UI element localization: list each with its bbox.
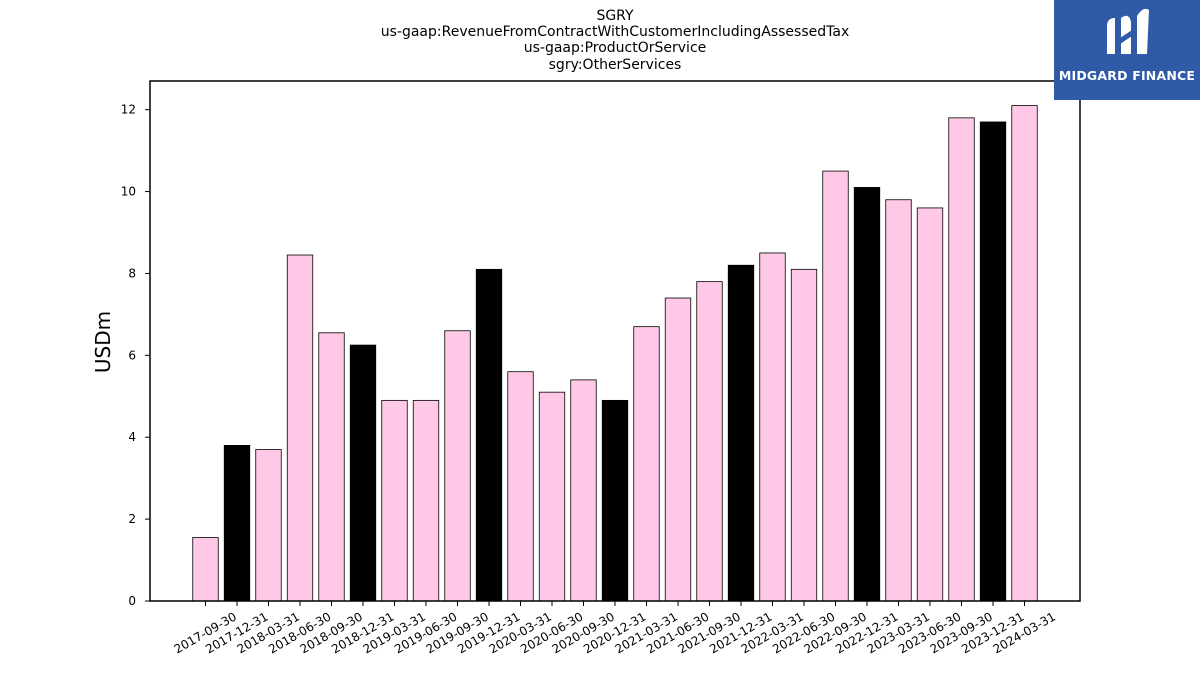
bar-2020-12-31 (601, 399, 629, 602)
y-tick-label: 4 (128, 430, 136, 444)
plot-frame (149, 80, 1081, 602)
midgard-finance-logo: MIDGARD FINANCE (1054, 0, 1200, 100)
y-axis: 0 2 4 6 8 10 12 (121, 103, 150, 608)
bar-2021-06-30 (664, 297, 692, 602)
logo-text: MIDGARD FINANCE (1058, 68, 1196, 83)
title-line-3: us-gaap:ProductOrService (524, 40, 707, 56)
bar-2022-12-31 (853, 187, 881, 602)
bar-2019-03-31 (381, 399, 408, 602)
title-line-4: sgry:OtherServices (549, 57, 682, 73)
bar-2023-09-30 (948, 117, 975, 602)
bar-2019-09-30 (444, 330, 471, 602)
bar-2024-03-31 (1011, 105, 1038, 602)
bars-group (192, 105, 1038, 602)
bar-2019-12-31 (475, 268, 503, 602)
bar-2023-03-31 (885, 199, 912, 602)
bar-2018-09-30 (318, 332, 345, 602)
chart-title: SGRY us-gaap:RevenueFromContractWithCust… (381, 8, 850, 73)
bar-2020-09-30 (570, 379, 597, 602)
bar-2022-06-30 (790, 268, 818, 602)
x-axis: 2017-09-302017-12-312018-03-312018-06-30… (172, 601, 1058, 656)
bar-2022-03-31 (759, 252, 786, 602)
bar-2018-12-31 (349, 344, 377, 602)
bar-2022-09-30 (822, 170, 849, 602)
bar-2021-12-31 (727, 264, 755, 602)
bar-2017-12-31 (223, 445, 251, 602)
bar-2021-09-30 (696, 281, 723, 602)
bar-2023-12-31 (979, 121, 1007, 602)
bar-2019-06-30 (412, 399, 440, 602)
title-line-2: us-gaap:RevenueFromContractWithCustomerI… (381, 24, 850, 40)
y-tick-label: 2 (128, 512, 136, 526)
y-axis-label: USDm (91, 311, 115, 373)
bar-2020-03-31 (507, 371, 534, 602)
bar-2020-06-30 (538, 391, 566, 602)
y-tick-label: 12 (121, 103, 136, 117)
y-tick-label: 0 (128, 594, 136, 608)
y-tick-label: 6 (128, 348, 136, 362)
y-tick-label: 10 (121, 185, 136, 199)
y-tick-label: 8 (128, 266, 136, 280)
bar-2018-03-31 (255, 449, 282, 602)
title-line-1: SGRY (596, 8, 634, 24)
midgard-m-logo-icon (1107, 8, 1149, 54)
bar-2017-09-30 (192, 537, 219, 602)
bar-2018-06-30 (286, 254, 314, 602)
bar-2021-03-31 (633, 326, 660, 602)
bar-2023-06-30 (916, 207, 944, 602)
